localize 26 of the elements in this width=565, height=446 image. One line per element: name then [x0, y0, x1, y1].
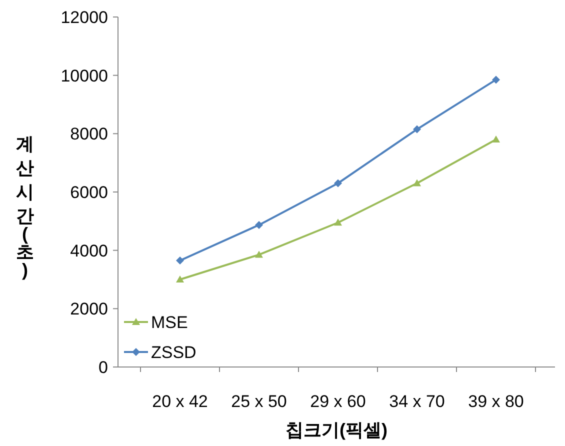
legend-label: ZSSD	[151, 343, 196, 362]
point	[176, 276, 184, 282]
point	[176, 256, 184, 265]
point	[334, 179, 342, 188]
x-tick-label: 34 x 70	[389, 392, 445, 411]
x-tick-label: 25 x 50	[231, 392, 287, 411]
y-tick-label: 12000	[60, 8, 108, 27]
legend-label: MSE	[151, 313, 188, 332]
ylabel: 계산시간(초)	[16, 134, 34, 280]
point	[334, 218, 342, 226]
y-tick-label: 0	[98, 358, 108, 377]
point	[413, 179, 421, 186]
y-tick-label: 4000	[70, 241, 108, 260]
point	[492, 136, 500, 142]
y-tick-label: 6000	[70, 183, 108, 202]
point	[413, 125, 421, 134]
x-tick-label: 39 x 80	[468, 392, 524, 411]
x-tick-label: 20 x 42	[152, 392, 208, 411]
point	[255, 220, 263, 229]
y-tick-label: 2000	[70, 300, 108, 319]
y-tick-label: 8000	[70, 124, 108, 144]
point	[255, 250, 263, 258]
x-axis-title: 칩크기(픽셀)	[286, 420, 388, 440]
point	[492, 76, 500, 84]
x-tick-label: 29 x 60	[310, 392, 366, 411]
y-tick-label: 10000	[60, 66, 108, 86]
